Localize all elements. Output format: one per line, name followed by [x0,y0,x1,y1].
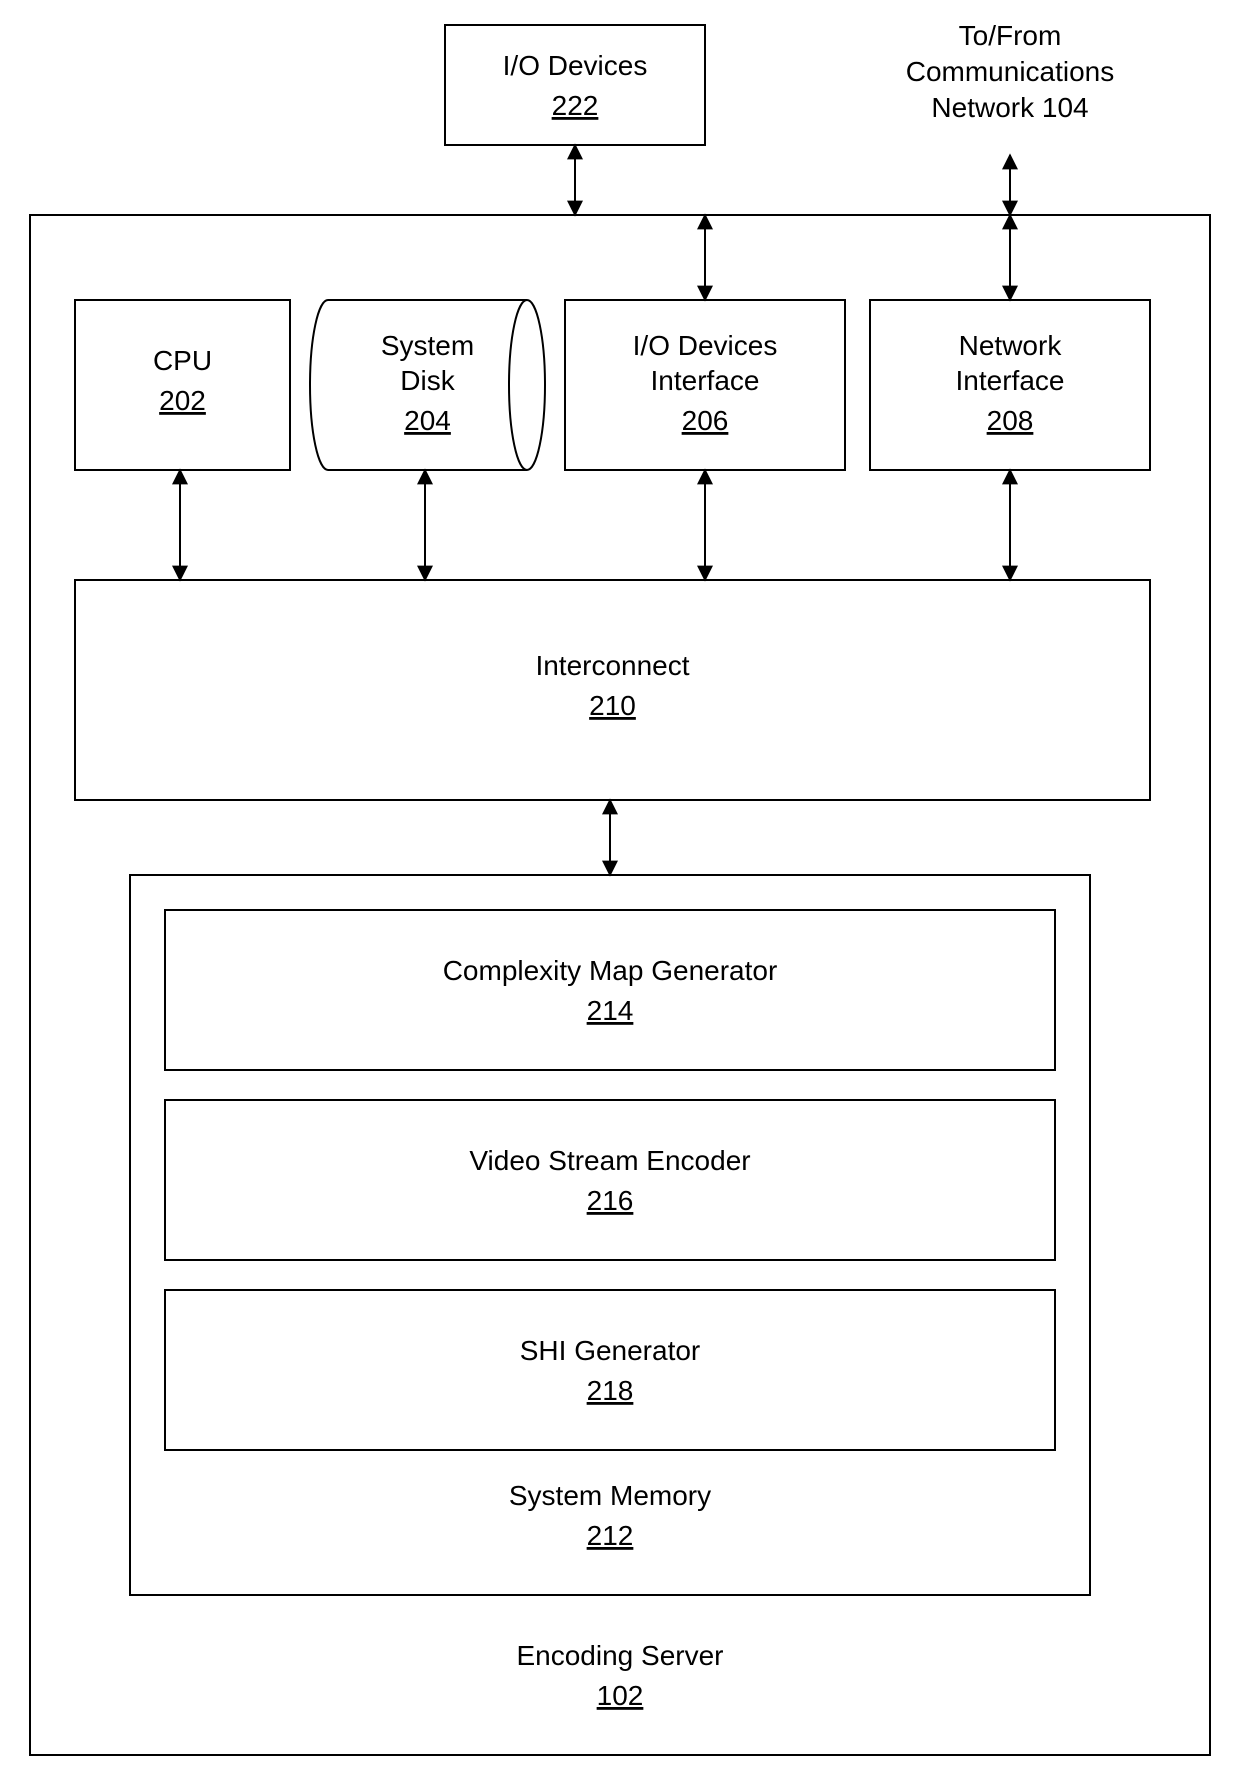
encoding-server-num: 102 [597,1680,644,1711]
system-memory-label: System Memory [509,1480,711,1511]
memory-module-num-0: 214 [587,995,634,1026]
encoding-server-label: Encoding Server [516,1640,723,1671]
ext-io-devices-label: I/O Devices [503,50,648,81]
memory-module-label-1: Video Stream Encoder [469,1145,750,1176]
ext-io-devices-num: 222 [552,90,599,121]
network-interface-label1: Network [959,330,1063,361]
system-disk-label2: Disk [400,365,455,396]
io-interface-num: 206 [682,405,729,436]
memory-module-label-0: Complexity Map Generator [443,955,778,986]
memory-module-box-2 [165,1290,1055,1450]
memory-module-label-2: SHI Generator [520,1335,701,1366]
system-memory-num: 212 [587,1520,634,1551]
interconnect-label: Interconnect [535,650,689,681]
system-disk-num: 204 [404,405,451,436]
memory-module-num-2: 218 [587,1375,634,1406]
system-disk-cap [509,300,527,470]
cpu-label: CPU [153,345,212,376]
ext-network-line2: Communications [906,56,1115,87]
network-interface-num: 208 [987,405,1034,436]
ext-io-devices-box [445,25,705,145]
memory-module-box-1 [165,1100,1055,1260]
memory-module-num-1: 216 [587,1185,634,1216]
ext-network-line1: To/From [959,20,1062,51]
io-interface-label1: I/O Devices [633,330,778,361]
interconnect-num: 210 [589,690,636,721]
network-interface-label2: Interface [956,365,1065,396]
cpu-num: 202 [159,385,206,416]
memory-module-box-0 [165,910,1055,1070]
io-interface-label2: Interface [651,365,760,396]
ext-network-line3: Network 104 [931,92,1088,123]
system-disk-label1: System [381,330,474,361]
